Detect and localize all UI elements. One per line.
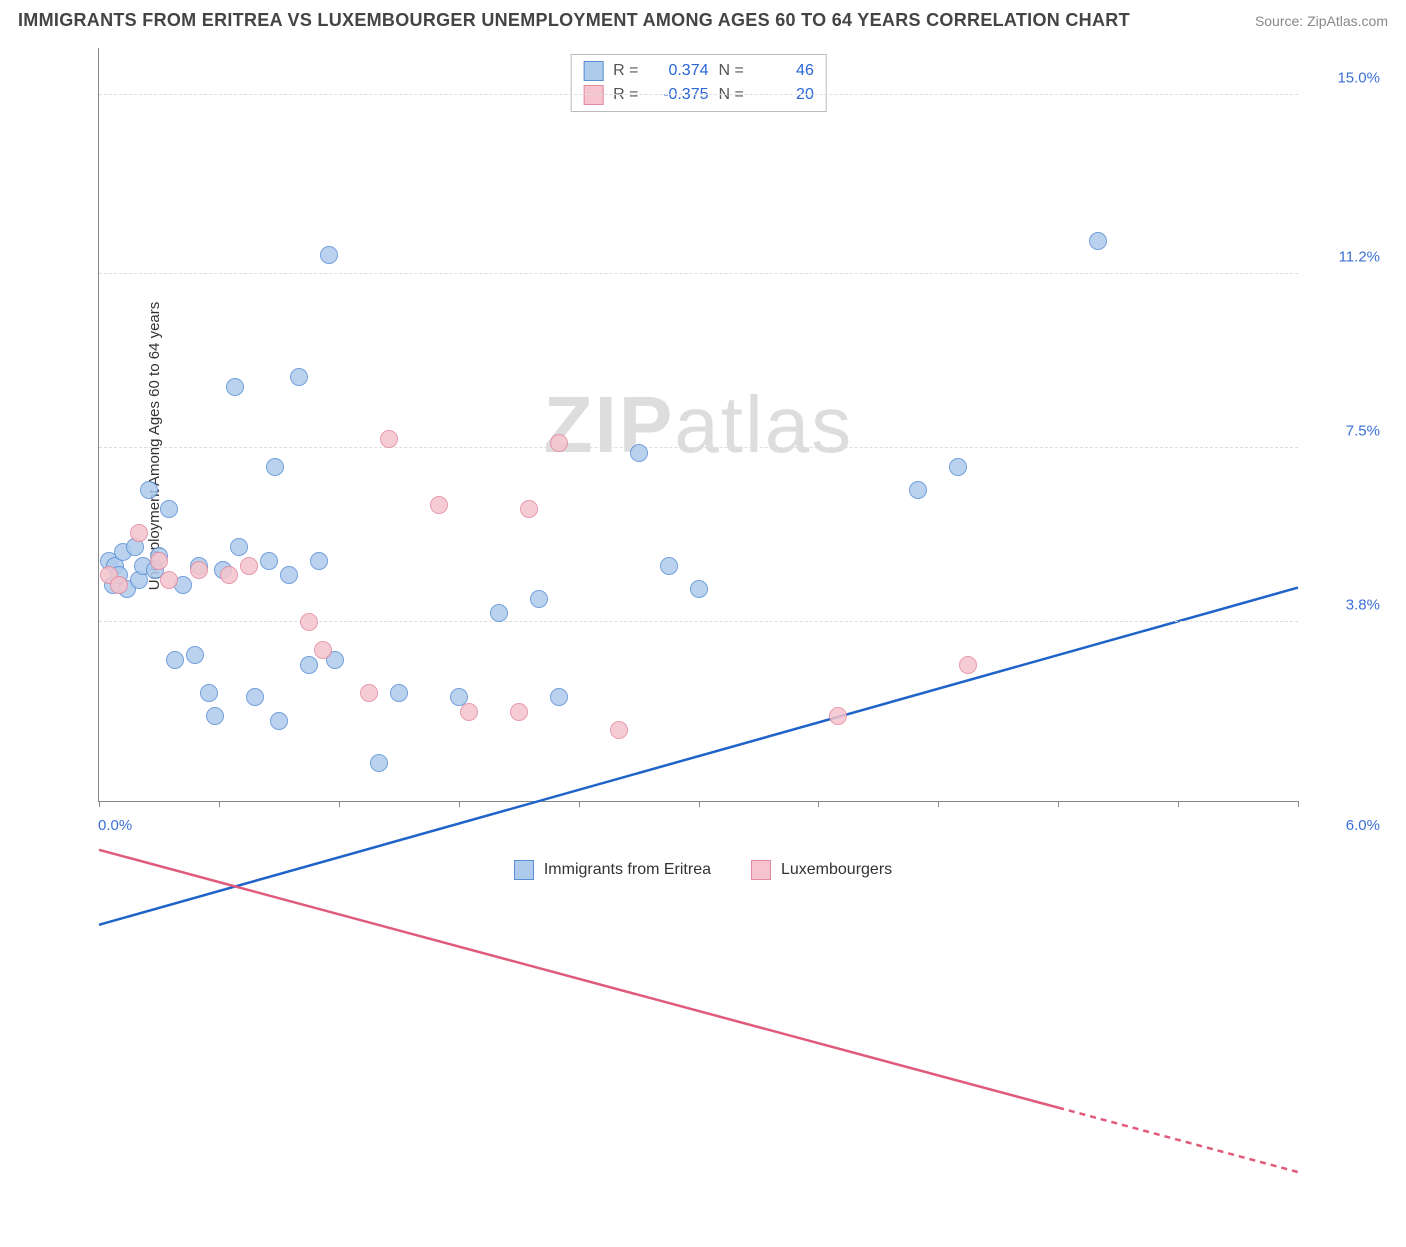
gridline-h: [99, 273, 1298, 274]
gridline-h: [99, 447, 1298, 448]
x-tick: [1298, 801, 1299, 807]
source-label: Source: ZipAtlas.com: [1255, 13, 1388, 29]
y-tick-label: 11.2%: [1339, 248, 1380, 265]
stats-swatch: [583, 61, 603, 81]
x-min-label: 0.0%: [98, 817, 132, 834]
data-point: [430, 496, 448, 514]
plot-region: ZIPatlas R =0.374N =46R =-0.375N =20 3.8…: [98, 48, 1298, 802]
data-point: [610, 721, 628, 739]
data-point: [630, 444, 648, 462]
x-tick: [459, 801, 460, 807]
data-point: [959, 656, 977, 674]
data-point: [550, 434, 568, 452]
stats-R-value: 0.374: [649, 59, 709, 83]
legend-label-1: Immigrants from Eritrea: [544, 858, 711, 882]
stats-legend: R =0.374N =46R =-0.375N =20: [570, 54, 827, 112]
data-point: [266, 458, 284, 476]
data-point: [320, 246, 338, 264]
x-tick: [699, 801, 700, 807]
x-max-label: 6.0%: [1346, 817, 1380, 834]
x-tick: [1178, 801, 1179, 807]
legend-swatch-blue: [514, 860, 534, 880]
stats-R-label: R =: [613, 59, 638, 83]
data-point: [166, 651, 184, 669]
data-point: [300, 613, 318, 631]
gridline-h: [99, 621, 1298, 622]
stats-row: R = 0.374 N = 46: [583, 59, 814, 83]
data-point: [280, 566, 298, 584]
x-tick: [579, 801, 580, 807]
x-tick: [1058, 801, 1059, 807]
stats-N-label: N =: [719, 59, 744, 83]
data-point: [829, 707, 847, 725]
data-point: [300, 656, 318, 674]
data-point: [909, 481, 927, 499]
data-point: [110, 576, 128, 594]
gridline-h: [99, 94, 1298, 95]
trend-lines: [99, 48, 1298, 1247]
data-point: [230, 538, 248, 556]
data-point: [310, 552, 328, 570]
data-point: [270, 712, 288, 730]
data-point: [240, 557, 258, 575]
bottom-legend: Immigrants from Eritrea Luxembourgers: [0, 858, 1406, 882]
data-point: [660, 557, 678, 575]
data-point: [246, 688, 264, 706]
x-tick: [99, 801, 100, 807]
x-tick: [938, 801, 939, 807]
data-point: [290, 368, 308, 386]
data-point: [949, 458, 967, 476]
data-point: [150, 552, 168, 570]
data-point: [510, 703, 528, 721]
data-point: [460, 703, 478, 721]
y-tick-label: 3.8%: [1346, 597, 1380, 614]
data-point: [190, 561, 208, 579]
legend-item-2: Luxembourgers: [751, 858, 892, 882]
data-point: [140, 481, 158, 499]
data-point: [370, 754, 388, 772]
x-tick: [818, 801, 819, 807]
data-point: [360, 684, 378, 702]
y-tick-label: 7.5%: [1346, 423, 1380, 440]
data-point: [160, 500, 178, 518]
stats-N-value: 46: [754, 59, 814, 83]
data-point: [130, 524, 148, 542]
data-point: [200, 684, 218, 702]
legend-item-1: Immigrants from Eritrea: [514, 858, 711, 882]
data-point: [226, 378, 244, 396]
data-point: [314, 641, 332, 659]
data-point: [160, 571, 178, 589]
x-tick: [339, 801, 340, 807]
legend-label-2: Luxembourgers: [781, 858, 892, 882]
data-point: [206, 707, 224, 725]
data-point: [490, 604, 508, 622]
x-tick: [219, 801, 220, 807]
legend-swatch-pink: [751, 860, 771, 880]
data-point: [260, 552, 278, 570]
chart-title: IMMIGRANTS FROM ERITREA VS LUXEMBOURGER …: [18, 10, 1130, 31]
chart-area: ZIPatlas R =0.374N =46R =-0.375N =20 3.8…: [48, 48, 1388, 832]
data-point: [690, 580, 708, 598]
data-point: [380, 430, 398, 448]
data-point: [530, 590, 548, 608]
data-point: [186, 646, 204, 664]
data-point: [220, 566, 238, 584]
y-tick-label: 15.0%: [1337, 70, 1380, 87]
data-point: [520, 500, 538, 518]
data-point: [1089, 232, 1107, 250]
data-point: [550, 688, 568, 706]
data-point: [390, 684, 408, 702]
